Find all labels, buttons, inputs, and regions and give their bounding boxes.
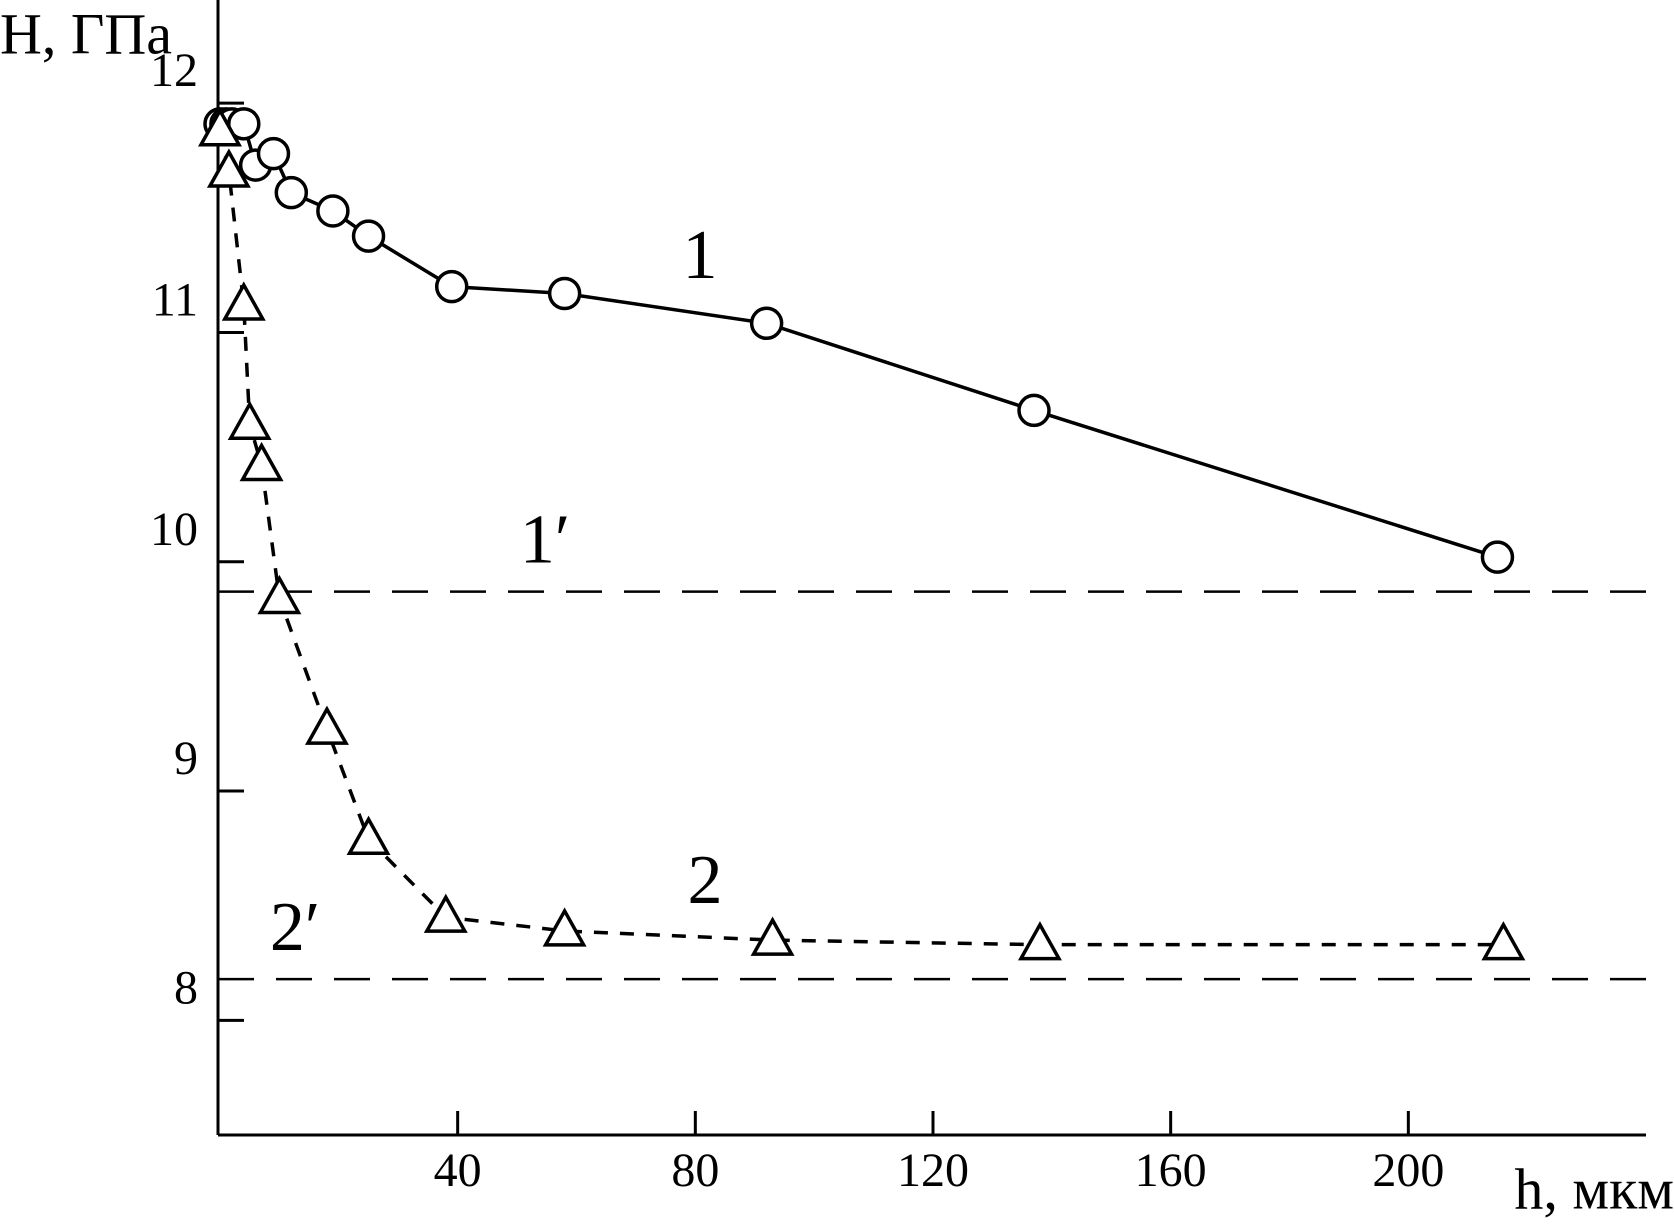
point bbox=[1481, 921, 1526, 961]
point bbox=[1017, 921, 1062, 961]
x-tick-label: 200 bbox=[1372, 1144, 1444, 1197]
reference-label: 2′ bbox=[270, 889, 320, 966]
point bbox=[239, 441, 284, 482]
point bbox=[423, 893, 468, 933]
series-line bbox=[220, 122, 1498, 559]
x-tick-label: 40 bbox=[434, 1144, 482, 1197]
y-axis-label: H, ГПа bbox=[0, 1, 172, 66]
x-tick-label: 120 bbox=[897, 1144, 969, 1197]
reference-label: 1′ bbox=[520, 502, 570, 579]
point bbox=[198, 107, 242, 147]
y-tick-label: 8 bbox=[174, 961, 198, 1014]
point bbox=[206, 148, 251, 188]
point bbox=[750, 916, 795, 956]
point bbox=[1480, 540, 1515, 574]
point bbox=[256, 136, 291, 171]
point bbox=[547, 276, 582, 311]
y-tick-label: 11 bbox=[152, 273, 198, 326]
point bbox=[1017, 393, 1051, 428]
point bbox=[221, 281, 266, 321]
point bbox=[351, 219, 386, 253]
y-tick-label: 9 bbox=[174, 732, 198, 785]
y-tick-label: 10 bbox=[150, 503, 198, 556]
point bbox=[749, 306, 784, 341]
point bbox=[316, 194, 350, 228]
series-label: 1 bbox=[683, 217, 718, 294]
point bbox=[257, 574, 302, 615]
y-tick-label: 12 bbox=[150, 44, 198, 97]
point bbox=[274, 175, 309, 210]
point bbox=[304, 705, 349, 745]
series-label: 2 bbox=[688, 842, 723, 919]
point bbox=[542, 907, 587, 947]
x-tick-label: 160 bbox=[1135, 1144, 1207, 1197]
point bbox=[227, 400, 272, 440]
x-tick-label: 80 bbox=[671, 1144, 719, 1197]
point bbox=[434, 269, 469, 304]
series-line bbox=[218, 130, 1504, 947]
x-axis-label: h, мкм bbox=[1514, 1156, 1674, 1221]
point bbox=[346, 815, 391, 855]
